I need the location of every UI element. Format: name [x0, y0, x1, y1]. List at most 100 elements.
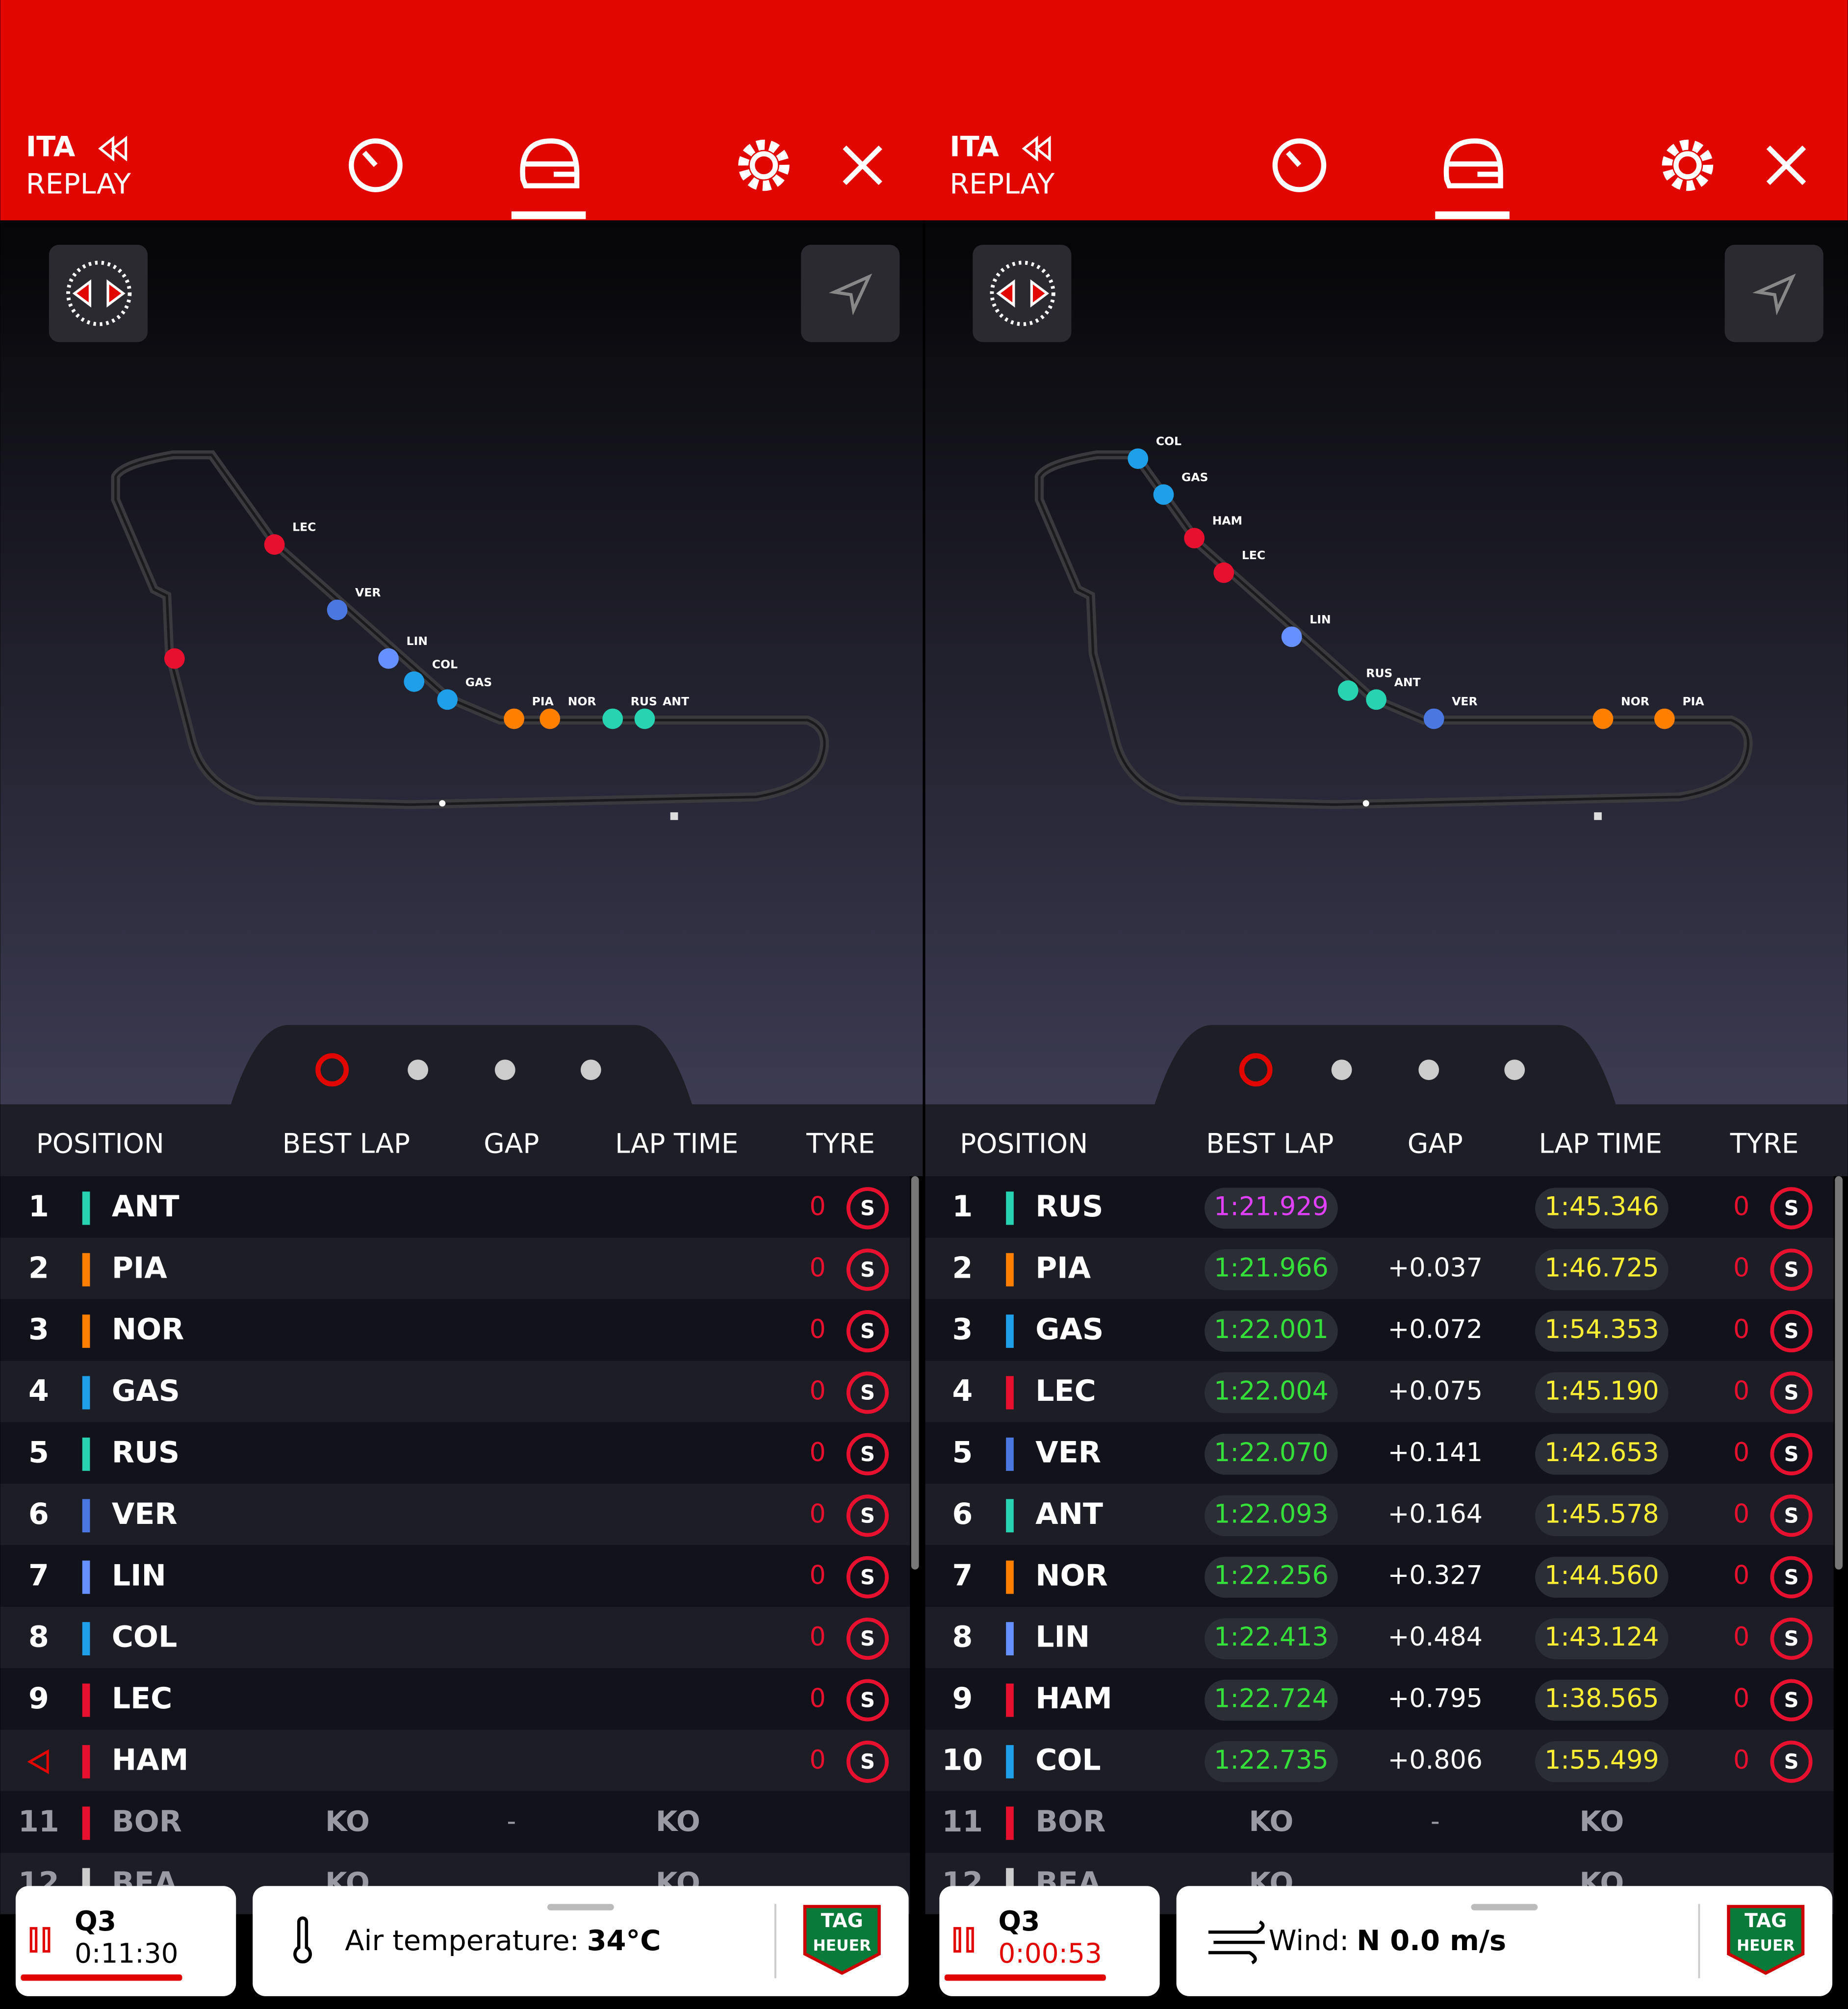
replay-control[interactable]: [49, 244, 148, 342]
team-color: [1006, 1560, 1014, 1594]
tyre-ring: [846, 1433, 889, 1475]
lap-time-pill: [1535, 1679, 1668, 1721]
replay-arrows: [72, 279, 126, 308]
gap: +0.806: [1388, 1746, 1483, 1775]
scrollbar: [911, 1176, 919, 1570]
page-dot[interactable]: [1331, 1059, 1352, 1081]
page-dot-active[interactable]: [315, 1053, 349, 1087]
lap-time-pill: [1535, 1249, 1668, 1290]
driver-map-label: RUS: [631, 695, 657, 708]
driver-map-label: COL: [432, 657, 458, 671]
tyre-ring: [1770, 1433, 1813, 1475]
driver-code: LEC: [112, 1681, 172, 1716]
driver-map-label: VER: [1452, 695, 1477, 708]
brand-shield: [1727, 1905, 1805, 1975]
laps-count: 0: [1733, 1499, 1749, 1529]
scrollbar: [1835, 1176, 1843, 1570]
driver-map-label: PIA: [1682, 695, 1704, 708]
team-color: [82, 1622, 90, 1656]
driver-code: HAM: [1035, 1681, 1112, 1716]
best-lap: 1:22.070: [1214, 1438, 1329, 1468]
laps-count: 0: [810, 1561, 826, 1591]
driver-map-label: LIN: [407, 634, 428, 648]
laps-count: 0: [810, 1499, 826, 1529]
session-card: [939, 1886, 1160, 1996]
best-lap: 1:22.093: [1214, 1499, 1329, 1529]
tyre-compound: S: [1784, 1258, 1798, 1282]
position: 11: [18, 1804, 59, 1839]
timer-button[interactable]: [349, 138, 403, 192]
lap-time: 1:42.653: [1544, 1438, 1659, 1468]
track-edge: [114, 453, 826, 806]
timer-hand: [362, 151, 378, 167]
replay-arrows: [996, 279, 1050, 308]
driver-code: RUS: [1035, 1189, 1103, 1224]
row-bg: [0, 1791, 910, 1853]
row-bg: [924, 1361, 1834, 1422]
driver-dot: [1366, 689, 1387, 710]
replay-control[interactable]: [973, 244, 1072, 342]
page-dot[interactable]: [408, 1059, 429, 1081]
info-card[interactable]: [253, 1886, 909, 1996]
page-dot[interactable]: [580, 1059, 601, 1081]
helmet-button[interactable]: [520, 138, 580, 188]
gap: +0.141: [1388, 1438, 1483, 1468]
driver-dot: [437, 689, 458, 710]
tyre-compound: S: [860, 1503, 875, 1527]
team-color: [1006, 1253, 1014, 1287]
tyre-ring: [1770, 1740, 1813, 1783]
session-name: Q3: [999, 1906, 1040, 1937]
driver-map-label: GAS: [1181, 470, 1208, 484]
best-lap: KO: [325, 1805, 370, 1838]
tyre-compound: S: [1784, 1503, 1798, 1527]
lap-time-pill: [1535, 1311, 1668, 1352]
lap-time: 1:43.124: [1544, 1623, 1659, 1652]
brand-top: TAG: [821, 1910, 863, 1932]
page-dot[interactable]: [494, 1059, 515, 1081]
settings-button[interactable]: [1662, 139, 1714, 191]
close-button[interactable]: [1766, 145, 1806, 185]
track-edge: [1038, 453, 1750, 806]
brand-top: TAG: [1745, 1910, 1787, 1932]
gap: +0.327: [1388, 1561, 1483, 1591]
rewind-icon: [1022, 135, 1051, 162]
gap: -: [507, 1807, 516, 1836]
team-color: [82, 1745, 90, 1778]
gap: +0.164: [1388, 1499, 1483, 1529]
page-dot[interactable]: [1418, 1059, 1439, 1081]
laps-count: 0: [810, 1746, 826, 1775]
position: 9: [952, 1681, 973, 1716]
page-dot-active[interactable]: [1239, 1053, 1273, 1087]
replay-dial: [990, 260, 1055, 326]
driver-map-label: LIN: [1309, 613, 1331, 626]
driver-map-label: LEC: [292, 520, 316, 534]
info-card[interactable]: [1176, 1886, 1833, 1996]
row-bg: [924, 1606, 1834, 1669]
page-dot[interactable]: [1504, 1059, 1525, 1081]
helmet-button[interactable]: [1443, 138, 1503, 188]
lap-time: 1:45.578: [1544, 1499, 1659, 1529]
tyre-ring: [1770, 1617, 1813, 1660]
tyre-ring: [1770, 1679, 1813, 1722]
tyre-ring: [1770, 1248, 1813, 1291]
driver-dot: [264, 534, 285, 555]
driver-dot: [1654, 708, 1675, 729]
team-color: [1006, 1683, 1014, 1717]
tyre-compound: S: [1784, 1688, 1798, 1712]
tyre-compound: S: [860, 1750, 875, 1774]
driver-map-label: GAS: [465, 675, 492, 689]
settings-button[interactable]: [738, 139, 790, 191]
team-color: [1006, 1622, 1014, 1656]
laps-count: 0: [810, 1623, 826, 1652]
driver-dot: [1128, 448, 1149, 469]
column-header: LAP TIME: [1539, 1128, 1662, 1159]
timer-button[interactable]: [1272, 138, 1327, 192]
best-lap: 1:21.966: [1214, 1254, 1329, 1283]
lap-time: 1:38.565: [1544, 1684, 1659, 1713]
tyre-ring: [846, 1371, 889, 1414]
close-button[interactable]: [843, 145, 882, 185]
info-value: 34°C: [587, 1924, 661, 1957]
tyre-compound: S: [860, 1688, 875, 1712]
position: 8: [952, 1620, 973, 1654]
row-bg: [924, 1237, 1834, 1299]
